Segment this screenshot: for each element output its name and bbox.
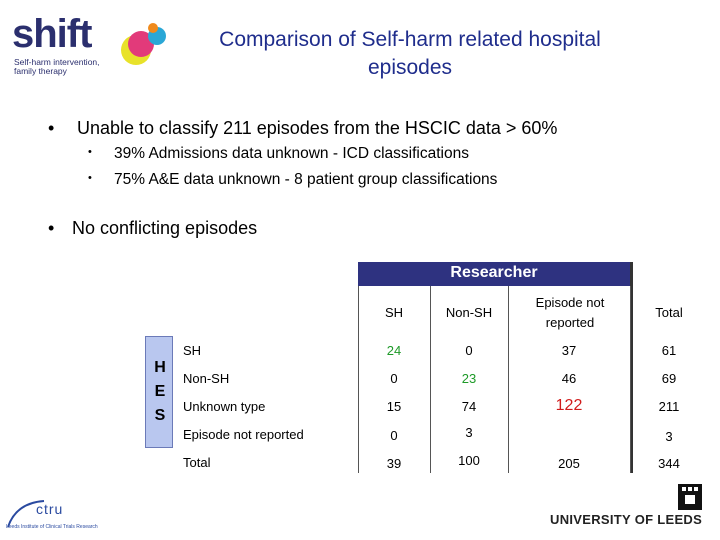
ctru-arc-icon [7, 500, 45, 528]
row-label-total: Total [183, 455, 211, 470]
table-cell: 0 [465, 343, 473, 358]
ctru-logo: ctru Leeds Institute of Clinical Trials … [6, 495, 106, 535]
col-header-total: Total [655, 305, 683, 320]
column-divider [358, 286, 359, 473]
researcher-header: Researcher [450, 264, 538, 281]
table-cell: 61 [661, 343, 677, 358]
table-cell: 15 [386, 399, 402, 414]
table-cell: 3 [465, 425, 473, 440]
hes-label-box: H E S [145, 336, 173, 448]
row-label-unknown: Unknown type [183, 399, 266, 414]
table-cell: 69 [661, 371, 677, 386]
table-cell: 344 [658, 456, 680, 471]
sub-bullet-marker: • [88, 146, 92, 158]
logo-dots-icon [121, 23, 166, 65]
col-header-non-sh: Non-SH [445, 305, 493, 320]
sub-bullet-admissions: 39% Admissions data unknown - ICD classi… [114, 145, 469, 162]
sub-bullet-ae: 75% A&E data unknown - 8 patient group c… [114, 171, 498, 188]
hes-letter: H [154, 359, 166, 376]
table-cell: 122 [555, 397, 583, 414]
column-divider [508, 286, 509, 473]
page-title: Comparison of Self-harm related hospital… [160, 26, 660, 82]
researcher-header-bar [358, 262, 630, 286]
table-cell: 0 [390, 371, 398, 386]
col-header-episode-not-reported: Episode not reported [535, 295, 605, 330]
title-line-1: Comparison of Self-harm related hospital [219, 28, 601, 51]
ctru-wordmark: ctru [36, 501, 64, 517]
table-cell: 39 [386, 456, 402, 471]
table-cell: 3 [665, 429, 673, 444]
column-divider [430, 286, 431, 473]
table-cell: 100 [458, 453, 480, 468]
table-cell: 211 [658, 399, 680, 414]
ctru-subtitle: Leeds Institute of Clinical Trials Resea… [6, 524, 98, 530]
row-label-sh: SH [183, 343, 202, 358]
sub-bullet-marker: • [88, 172, 92, 184]
col-header-sh: SH [384, 305, 404, 320]
table-cell: 24 [386, 343, 402, 358]
university-name: UNIVERSITY OF LEEDS [550, 512, 703, 527]
university-logo: UNIVERSITY OF LEEDS [548, 480, 716, 532]
university-crest-icon [678, 484, 702, 510]
table-cell: 46 [561, 371, 577, 386]
column-divider [630, 286, 631, 473]
table-cell: 23 [461, 371, 477, 386]
hes-letter: E [154, 383, 166, 400]
bullet-no-conflict: No conflicting episodes [72, 218, 258, 238]
table-cell: 205 [558, 456, 580, 471]
bullet-marker: • [48, 118, 55, 138]
table-shadow [630, 262, 633, 473]
shift-logo: shift Self-harm intervention, family the… [12, 12, 166, 78]
row-label-non-sh: Non-SH [183, 371, 230, 386]
bullet-marker: • [48, 218, 55, 238]
title-line-2: episodes [367, 56, 453, 79]
logo-subtitle: Self-harm intervention, family therapy [14, 57, 100, 76]
bullet-unclassified: Unable to classify 211 episodes from the… [77, 118, 558, 138]
table-cell: 37 [561, 343, 577, 358]
table-cell: 0 [390, 428, 398, 443]
table-cell: 74 [461, 399, 477, 414]
row-label-not-reported: Episode not reported [183, 427, 304, 442]
hes-letter: S [154, 407, 166, 424]
logo-wordmark: shift [12, 12, 92, 56]
